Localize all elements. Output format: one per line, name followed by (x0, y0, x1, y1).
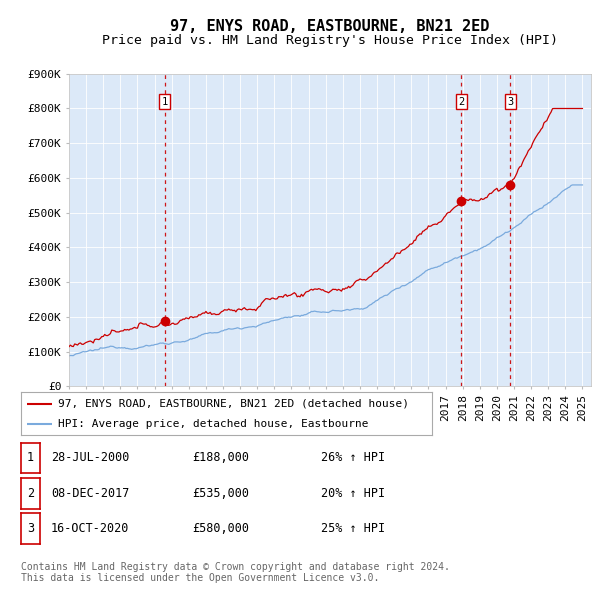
Text: £535,000: £535,000 (192, 487, 249, 500)
Text: £188,000: £188,000 (192, 451, 249, 464)
Text: 97, ENYS ROAD, EASTBOURNE, BN21 2ED (detached house): 97, ENYS ROAD, EASTBOURNE, BN21 2ED (det… (58, 399, 409, 409)
Text: 2: 2 (458, 97, 464, 107)
Text: 16-OCT-2020: 16-OCT-2020 (51, 522, 130, 535)
Text: 1: 1 (161, 97, 167, 107)
Text: 25% ↑ HPI: 25% ↑ HPI (321, 522, 385, 535)
Text: 20% ↑ HPI: 20% ↑ HPI (321, 487, 385, 500)
Text: 3: 3 (507, 97, 514, 107)
Text: 28-JUL-2000: 28-JUL-2000 (51, 451, 130, 464)
Text: 2: 2 (27, 487, 34, 500)
Text: This data is licensed under the Open Government Licence v3.0.: This data is licensed under the Open Gov… (21, 573, 379, 584)
Text: 97, ENYS ROAD, EASTBOURNE, BN21 2ED: 97, ENYS ROAD, EASTBOURNE, BN21 2ED (170, 19, 490, 34)
Text: 26% ↑ HPI: 26% ↑ HPI (321, 451, 385, 464)
Text: £580,000: £580,000 (192, 522, 249, 535)
Text: HPI: Average price, detached house, Eastbourne: HPI: Average price, detached house, East… (58, 419, 368, 429)
Text: 3: 3 (27, 522, 34, 535)
Text: 08-DEC-2017: 08-DEC-2017 (51, 487, 130, 500)
Text: Price paid vs. HM Land Registry's House Price Index (HPI): Price paid vs. HM Land Registry's House … (102, 34, 558, 47)
Text: Contains HM Land Registry data © Crown copyright and database right 2024.: Contains HM Land Registry data © Crown c… (21, 562, 450, 572)
Text: 1: 1 (27, 451, 34, 464)
